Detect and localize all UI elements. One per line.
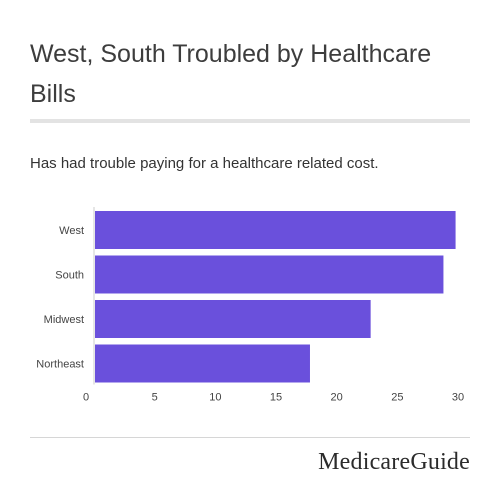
x-tick-label-25: 25 [391,392,403,404]
footer-divider [30,437,470,438]
chart-title: West, South Troubled by Healthcare Bills [30,40,432,108]
category-label-northeast: Northeast [36,359,84,371]
category-label-midwest: Midwest [44,314,84,326]
x-tick-label-20: 20 [331,392,343,404]
category-labels: West South Midwest Northeast [36,225,84,371]
x-tick-label-5: 5 [152,392,158,404]
x-tick-label-15: 15 [270,392,282,404]
brand-logo: MedicareGuide [318,449,470,475]
bars-group [95,211,456,383]
bar-midwest [95,300,371,338]
x-tick-labels: 0 5 10 15 20 25 30 [83,392,464,404]
bar-south [95,255,444,294]
title-divider [30,119,470,123]
bar-northeast [95,344,310,383]
x-tick-label-30: 30 [452,392,464,404]
bar-west [95,211,456,249]
category-label-west: West [59,225,84,237]
x-tick-label-0: 0 [83,392,89,404]
chart-subtitle: Has had trouble paying for a healthcare … [30,155,379,172]
x-tick-label-10: 10 [209,392,221,404]
category-label-south: South [55,270,84,282]
bar-chart: West South Midwest Northeast 0 5 10 15 20 25 30 [36,207,464,404]
